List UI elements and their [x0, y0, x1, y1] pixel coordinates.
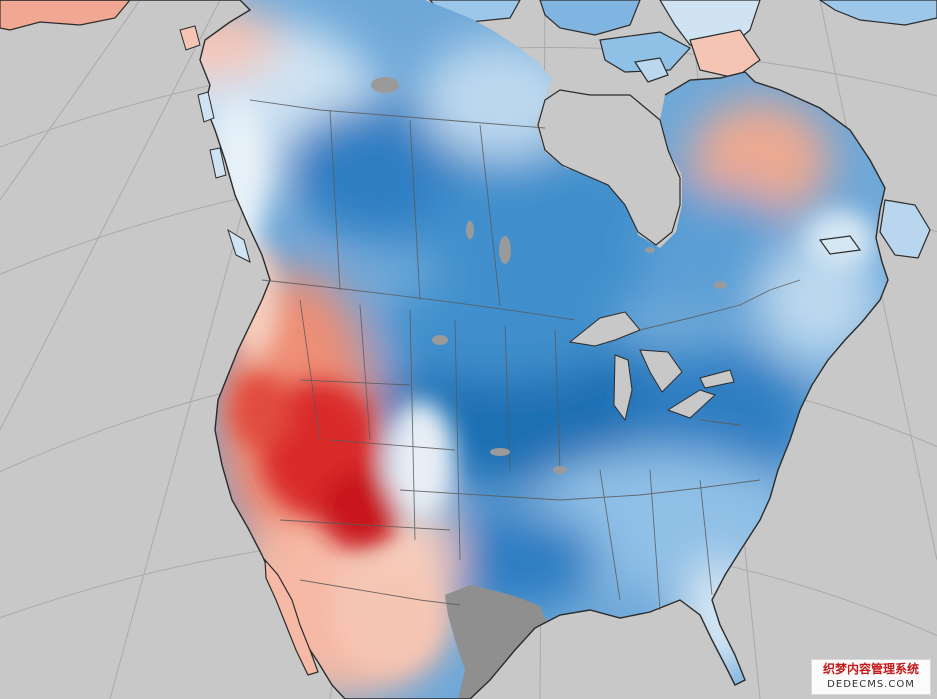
baja-california: [264, 558, 319, 676]
watermark-line-chinese: 织梦内容管理系统: [822, 662, 919, 676]
east-islands: [818, 199, 931, 259]
watermark-line-site: DEDECMS.COM: [827, 679, 915, 690]
great-lakes: [568, 311, 735, 422]
pacific-islands: [179, 25, 251, 263]
coastline: [0, 0, 889, 699]
arctic-islands: [0, 0, 937, 83]
hudson-bay: [537, 89, 681, 246]
political-borders: [249, 99, 801, 611]
lake-speckles: [371, 77, 726, 474]
watermark: 织梦内容管理系统 DEDECMS.COM: [811, 659, 931, 695]
no-data-region: [445, 585, 548, 699]
